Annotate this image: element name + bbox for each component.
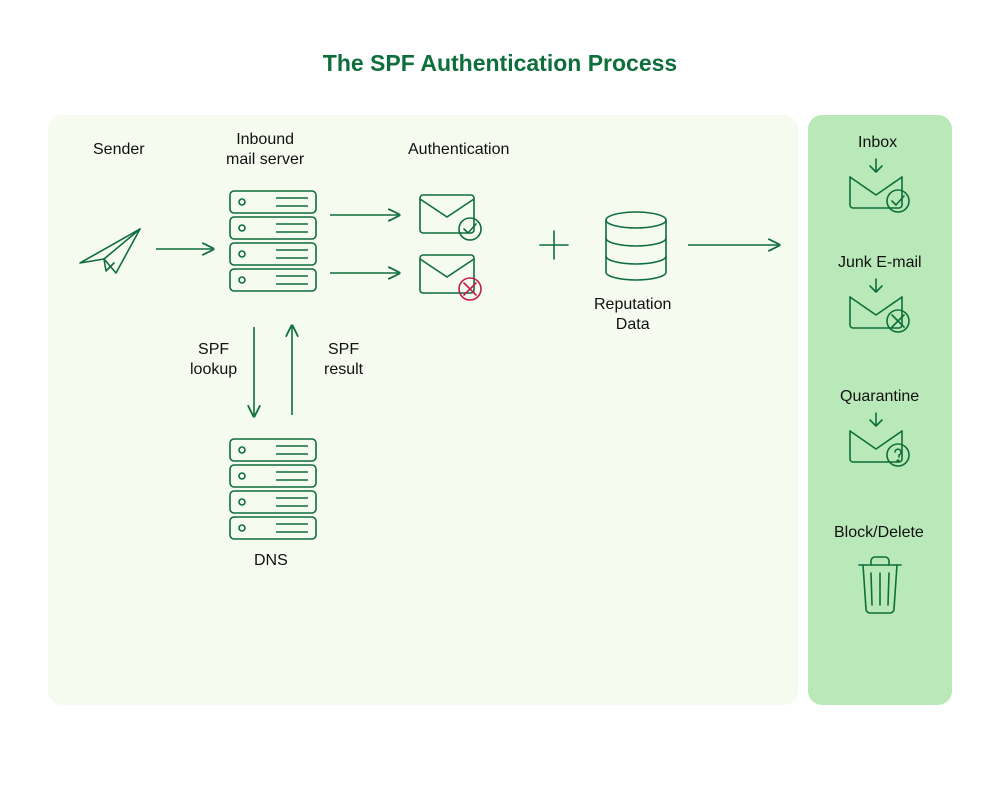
arrows-layer bbox=[48, 115, 808, 705]
junk-label: Junk E-mail bbox=[838, 253, 922, 273]
block-label: Block/Delete bbox=[834, 523, 924, 543]
diagram-title: The SPF Authentication Process bbox=[0, 0, 1000, 97]
quarantine-icon bbox=[846, 411, 912, 469]
junk-icon bbox=[846, 277, 912, 335]
diagram-canvas: Sender Inboundmail server Authentication bbox=[48, 115, 952, 705]
inbox-icon bbox=[846, 157, 912, 215]
trash-icon bbox=[853, 551, 907, 615]
inbox-label: Inbox bbox=[858, 133, 897, 153]
quarantine-label: Quarantine bbox=[840, 387, 919, 407]
